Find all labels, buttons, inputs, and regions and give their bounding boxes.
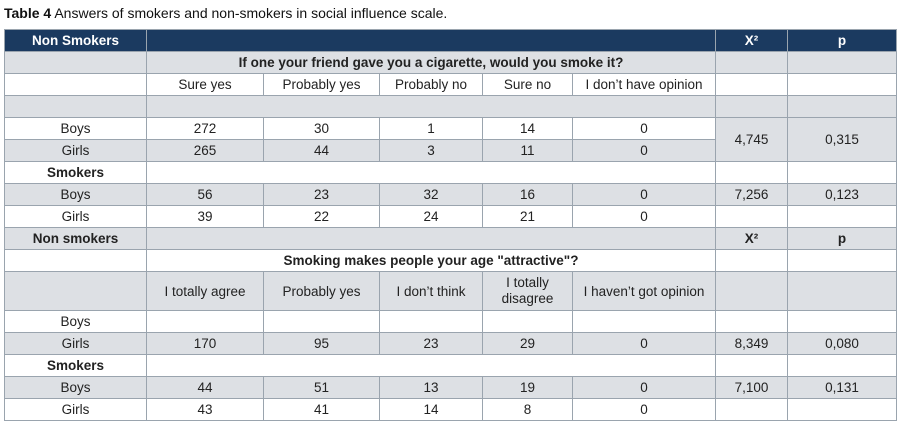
table-caption: Table 4 Answers of smokers and non-smoke… xyxy=(4,5,447,21)
spacer-row xyxy=(4,95,897,118)
chi-square-value: 4,745 xyxy=(715,117,788,162)
group-smokers-label: Smokers xyxy=(4,161,147,184)
cell-value: 32 xyxy=(379,183,483,206)
table-row: Boys 272 30 1 14 0 4,745 0,315 xyxy=(4,117,897,162)
p-value: 0,123 xyxy=(787,183,897,206)
cell-value: 39 xyxy=(146,205,264,228)
option-header: I totally agree xyxy=(146,271,264,311)
option-header: Sure no xyxy=(482,73,573,96)
cell-value: 16 xyxy=(482,183,573,206)
question-2: Smoking makes people your age "attractiv… xyxy=(146,249,716,272)
group-row: Smokers xyxy=(4,161,897,184)
cell-value: 24 xyxy=(379,205,483,228)
table-row: Girls 43 41 14 8 0 xyxy=(4,398,897,421)
cell-value: 44 xyxy=(263,139,380,162)
table-row: Girls 170 95 23 29 0 8,349 0,080 xyxy=(4,332,897,355)
chi-square-value: 7,100 xyxy=(715,376,788,399)
row-label: Girls xyxy=(4,139,147,162)
row-label: Boys xyxy=(4,376,147,399)
cell-value: 21 xyxy=(482,205,573,228)
option-header: Probably yes xyxy=(263,73,380,96)
cell-value: 22 xyxy=(263,205,380,228)
cell-value: 23 xyxy=(263,183,380,206)
cell-value: 3 xyxy=(379,139,483,162)
header-row: Non Smokers X² p xyxy=(4,29,897,52)
cell-value: 0 xyxy=(572,376,716,399)
table-row: Girls 39 22 24 21 0 xyxy=(4,205,897,228)
table-row: Boys 44 51 13 19 0 7,100 0,131 xyxy=(4,376,897,399)
cell-value: 14 xyxy=(379,398,483,421)
cell-value: 41 xyxy=(263,398,380,421)
table-row: Boys 56 23 32 16 0 7,256 0,123 xyxy=(4,183,897,206)
cell-value: 0 xyxy=(572,117,716,140)
cell-value: 11 xyxy=(482,139,573,162)
cell-value: 1 xyxy=(379,117,483,140)
option-header: Probably yes xyxy=(263,271,380,311)
cell-value: 8 xyxy=(482,398,573,421)
option-header: Probably no xyxy=(379,73,483,96)
options-row: Sure yes Probably yes Probably no Sure n… xyxy=(4,73,897,96)
p-value: 0,315 xyxy=(787,117,897,162)
cell-value: 272 xyxy=(146,117,264,140)
option-header: I haven’t got opinion xyxy=(572,271,716,311)
question-row: If one your friend gave you a cigarette,… xyxy=(4,51,897,74)
cell-value: 0 xyxy=(572,332,716,355)
question-row: Smoking makes people your age "attractiv… xyxy=(4,249,897,272)
cell-value: 170 xyxy=(146,332,264,355)
row-label: Boys xyxy=(4,310,147,333)
cell-value: 14 xyxy=(482,117,573,140)
cell-value: 44 xyxy=(146,376,264,399)
cell-value: 30 xyxy=(263,117,380,140)
row-label: Boys xyxy=(4,183,147,206)
row-label: Boys xyxy=(4,117,147,140)
group-smokers-label: Smokers xyxy=(4,354,147,377)
row-label: Girls xyxy=(4,398,147,421)
cell-value: 0 xyxy=(572,398,716,421)
cell-value: 0 xyxy=(572,183,716,206)
cell-value: 0 xyxy=(572,139,716,162)
group-row: Smokers xyxy=(4,354,897,377)
caption-text: Answers of smokers and non-smokers in so… xyxy=(54,5,448,21)
cell-value: 19 xyxy=(482,376,573,399)
cell-value: 0 xyxy=(572,205,716,228)
cell-value: 56 xyxy=(146,183,264,206)
cell-value: 29 xyxy=(482,332,573,355)
option-header: I don’t have opinion xyxy=(572,73,716,96)
option-header: I totally disagree xyxy=(482,271,573,311)
social-influence-table: Non Smokers X² p If one your friend gave… xyxy=(4,29,897,421)
chi-square-value: 7,256 xyxy=(715,183,788,206)
row-label: Girls xyxy=(4,332,147,355)
question-1: If one your friend gave you a cigarette,… xyxy=(146,51,716,74)
cell-value: 51 xyxy=(263,376,380,399)
table-row: Boys xyxy=(4,310,897,333)
option-header: Sure yes xyxy=(146,73,264,96)
caption-label: Table 4 xyxy=(4,5,52,21)
chi-square-header: X² xyxy=(715,29,788,52)
p-value: 0,131 xyxy=(787,376,897,399)
cell-value: 95 xyxy=(263,332,380,355)
cell-value: 265 xyxy=(146,139,264,162)
row-label: Girls xyxy=(4,205,147,228)
chi-square-value: 8,349 xyxy=(715,332,788,355)
cell-value: 43 xyxy=(146,398,264,421)
table-row: Girls 265 44 3 11 0 xyxy=(4,139,897,162)
cell-value: 13 xyxy=(379,376,483,399)
group-nonsmokers-header: Non Smokers xyxy=(4,29,147,52)
option-header: I don’t think xyxy=(379,271,483,311)
p-value: 0,080 xyxy=(787,332,897,355)
group-nonsmokers-header: Non smokers xyxy=(4,227,147,250)
cell-value: 23 xyxy=(379,332,483,355)
chi-square-header: X² xyxy=(715,227,788,250)
header-row: Non smokers X² p xyxy=(4,227,897,250)
options-row: I totally agree Probably yes I don’t thi… xyxy=(4,271,897,311)
p-header: p xyxy=(787,227,897,250)
p-header: p xyxy=(787,29,897,52)
